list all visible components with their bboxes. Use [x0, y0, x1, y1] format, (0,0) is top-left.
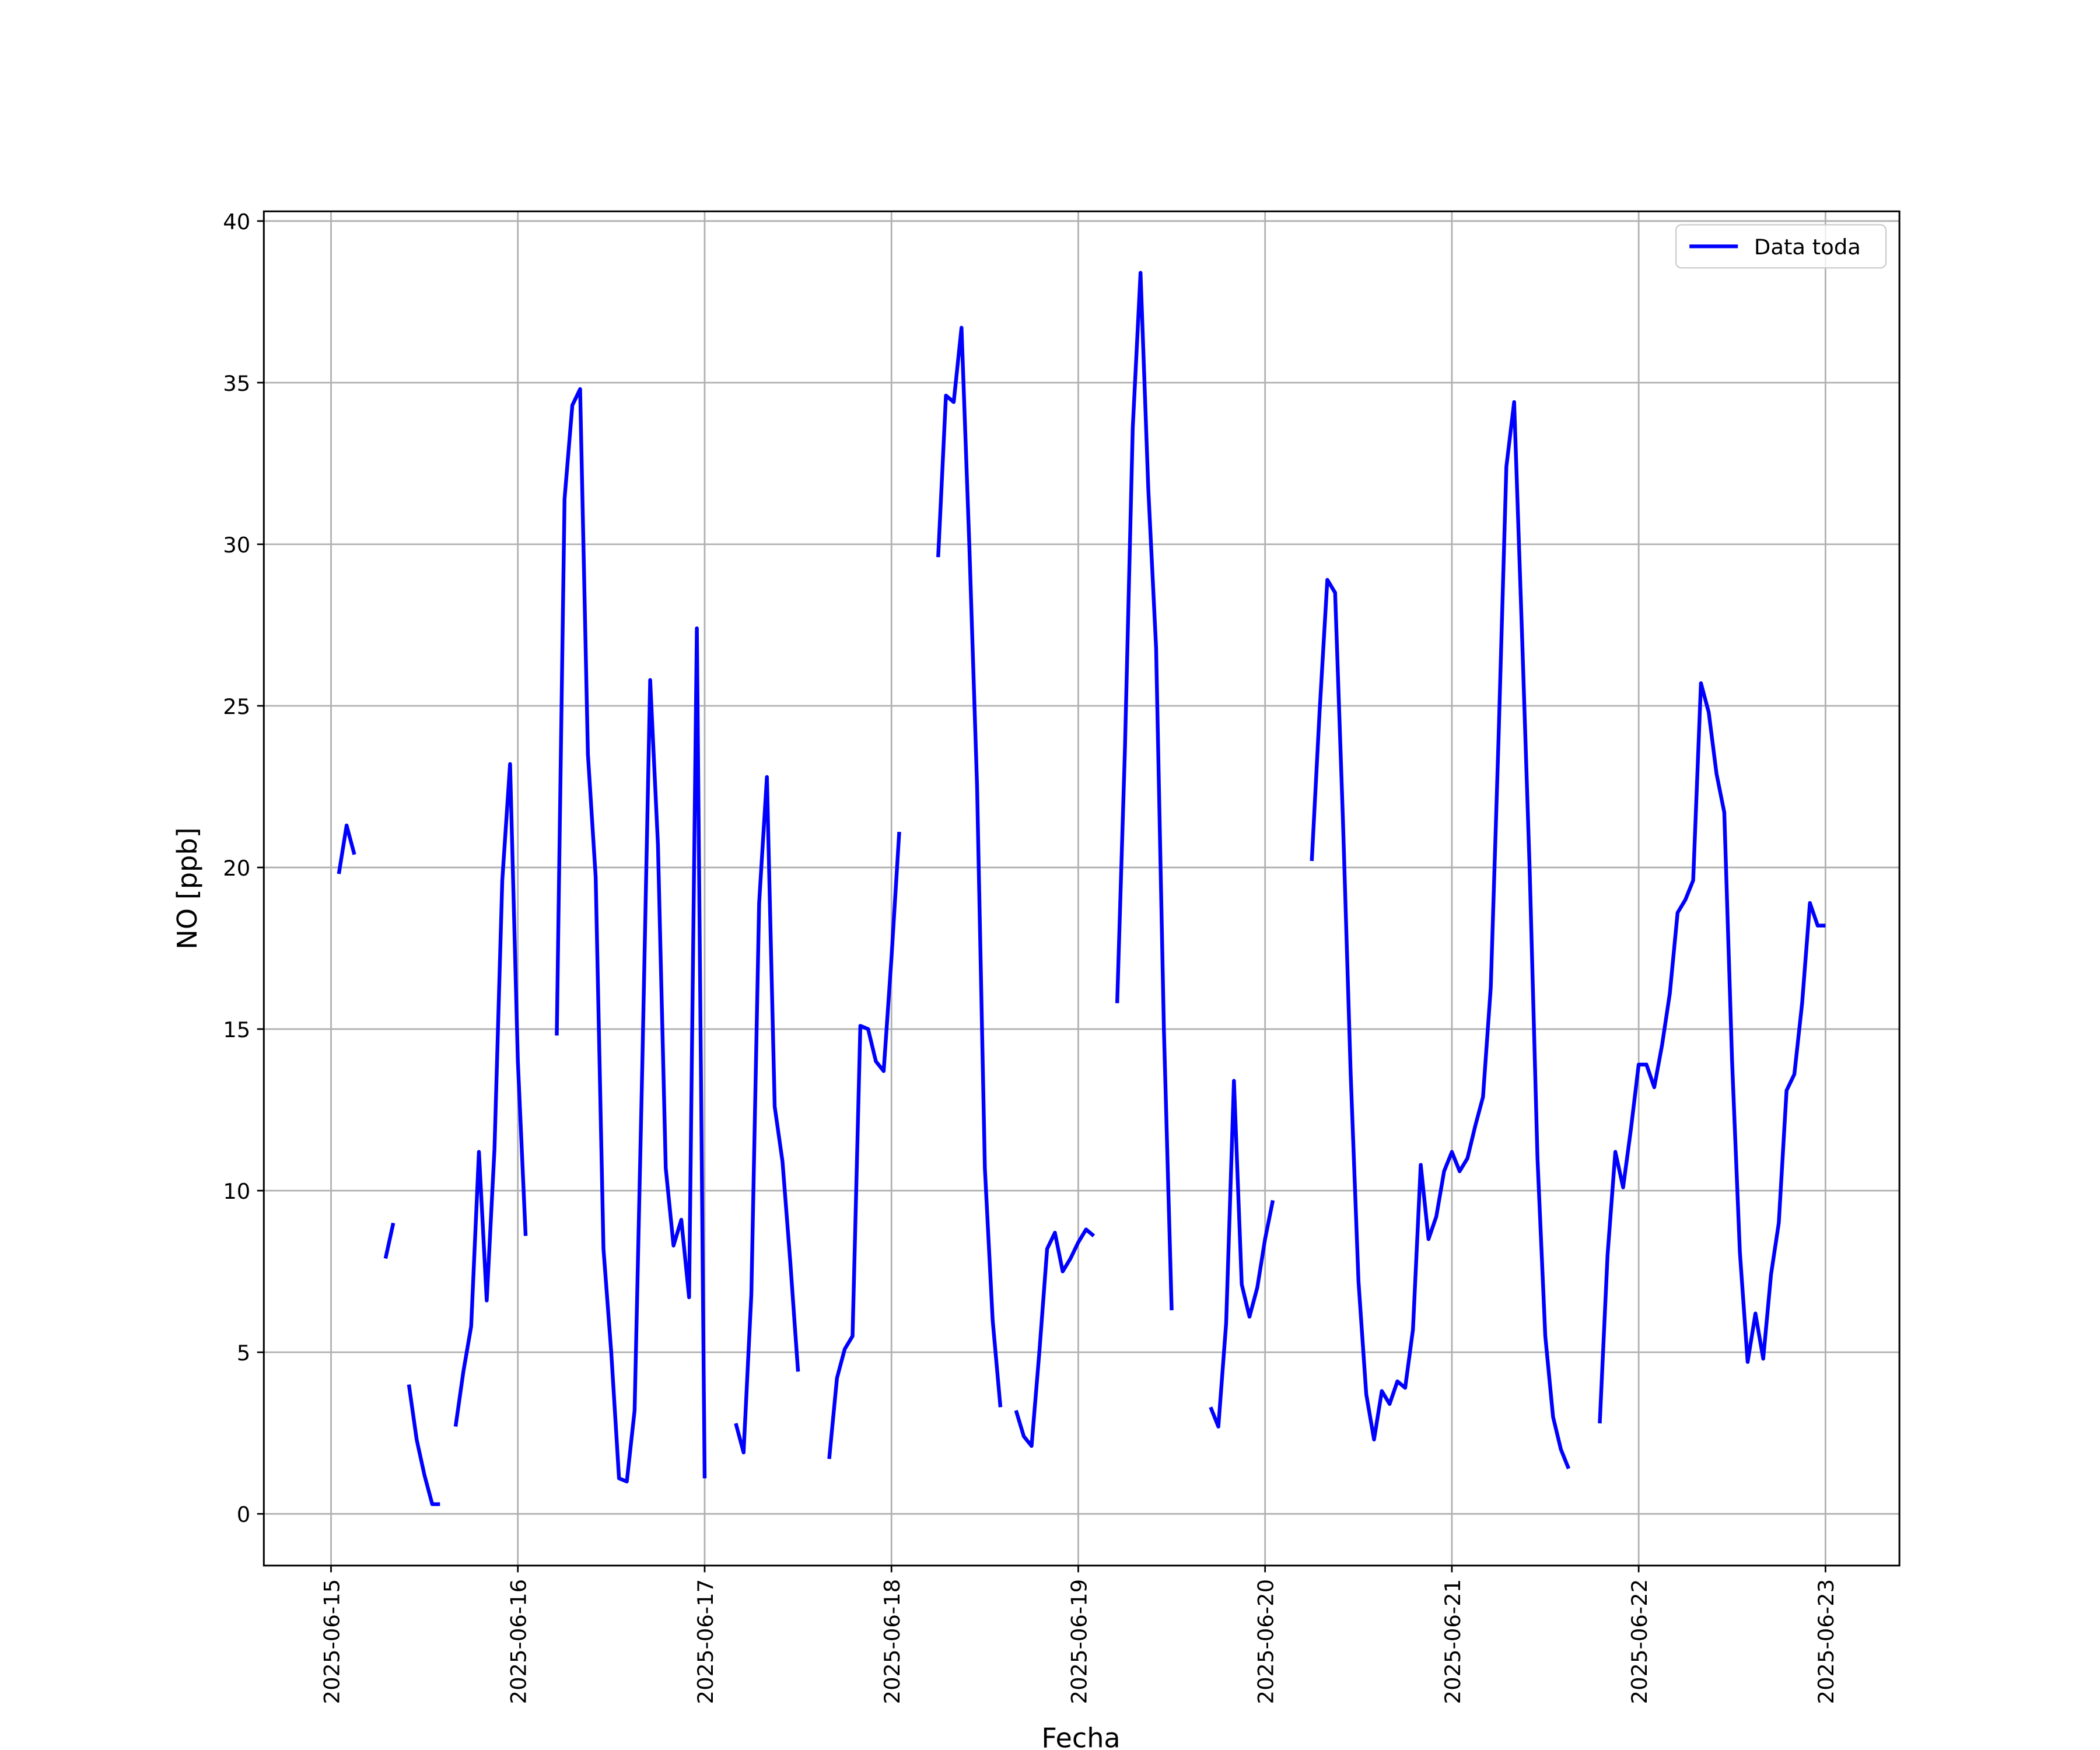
x-tick-label: 2025-06-22: [1627, 1579, 1652, 1704]
x-tick-label: 2025-06-21: [1440, 1579, 1465, 1704]
x-tick-label: 2025-06-15: [319, 1579, 344, 1704]
y-tick-label: 35: [223, 371, 250, 396]
legend: Data toda: [1675, 224, 1887, 269]
y-tick-label: 0: [237, 1502, 250, 1527]
x-tick-label: 2025-06-16: [506, 1579, 531, 1704]
plot-frame: [262, 210, 1901, 1567]
data-line: [337, 271, 1826, 1506]
legend-label: Data toda: [1754, 235, 1861, 260]
y-tick-label: 15: [223, 1017, 250, 1042]
y-tick-label: 5: [237, 1340, 250, 1366]
x-tick-label: 2025-06-23: [1814, 1579, 1839, 1704]
y-tick-label: 20: [223, 856, 250, 881]
y-tick-label: 40: [223, 209, 250, 235]
x-tick-label: 2025-06-18: [880, 1579, 905, 1704]
y-tick-label: 25: [223, 694, 250, 719]
x-tick-label: 2025-06-19: [1066, 1579, 1091, 1704]
y-tick-label: 30: [223, 533, 250, 558]
y-axis-label: NO [ppb]: [172, 827, 203, 949]
x-tick-label: 2025-06-20: [1254, 1579, 1279, 1704]
x-axis-label: Fecha: [1041, 1722, 1120, 1750]
legend-box: [1675, 224, 1887, 269]
y-tick-label: 10: [223, 1179, 250, 1204]
x-tick-label: 2025-06-17: [693, 1579, 718, 1704]
